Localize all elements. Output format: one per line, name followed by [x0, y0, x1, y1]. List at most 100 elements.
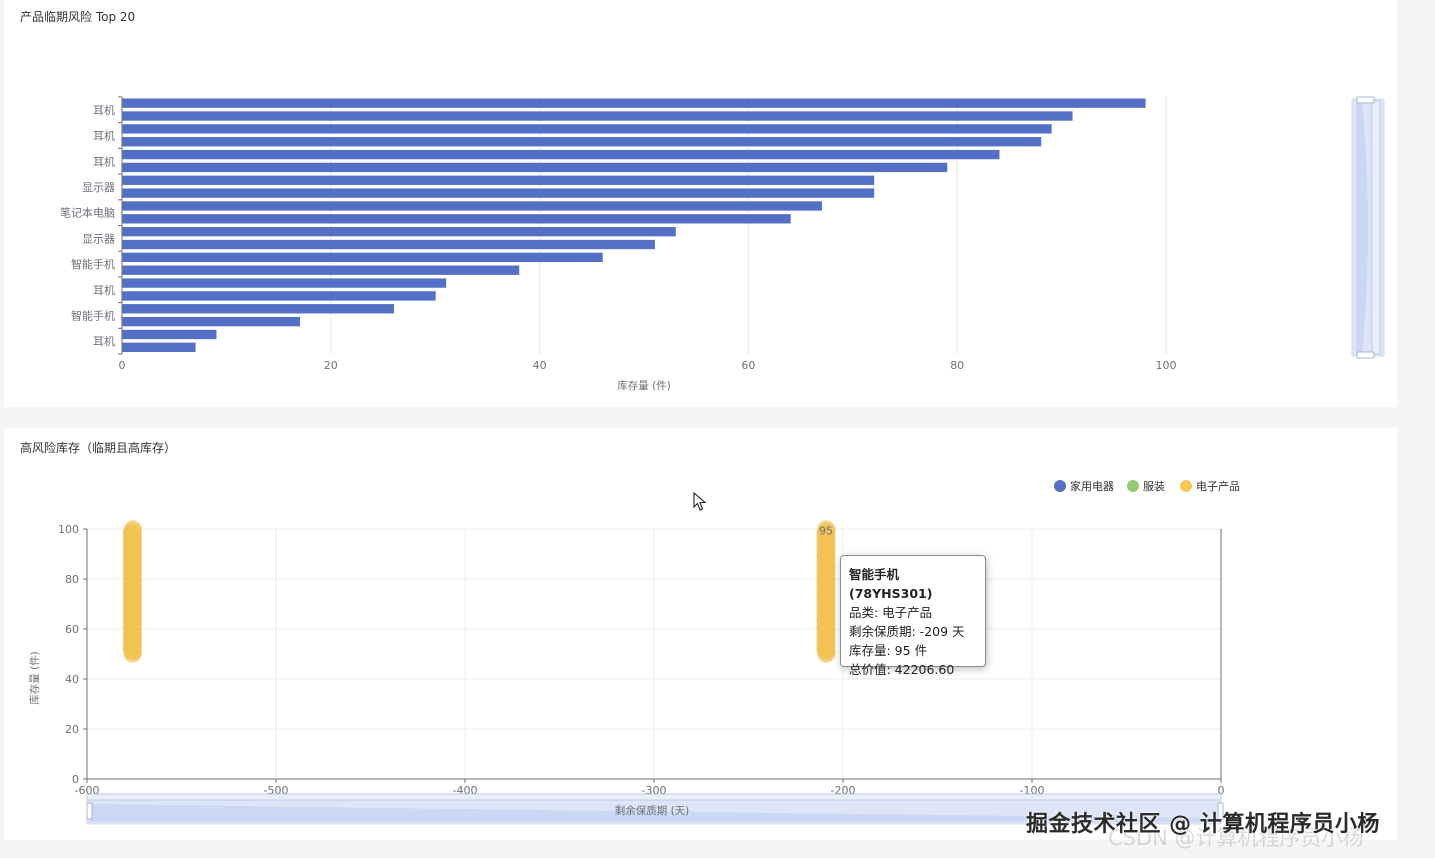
scatter-point — [816, 631, 835, 650]
y-tick-label: 耳机 — [93, 129, 115, 143]
scatter-point — [124, 643, 143, 662]
scatter-point — [123, 615, 142, 634]
scatter-point — [817, 551, 836, 570]
bar — [122, 239, 655, 250]
x-axis-title: 剩余保质期 (天) — [615, 804, 690, 817]
bar — [122, 111, 1073, 121]
scatter-point — [817, 572, 836, 591]
scatter-point — [817, 545, 836, 563]
scatter-point — [816, 525, 835, 544]
scatter-point — [817, 601, 836, 620]
scatter-point — [122, 580, 141, 599]
scatter-point — [123, 594, 142, 613]
scatter-point — [124, 593, 143, 612]
scatter-point — [816, 568, 835, 587]
scatter-point — [124, 571, 143, 590]
scatter-point — [122, 640, 141, 659]
scatter-point — [817, 579, 836, 598]
scatter-point — [123, 608, 142, 627]
scatter-point — [122, 539, 141, 558]
y-tick-label: 80 — [65, 573, 79, 586]
scatter-point — [123, 586, 142, 605]
scatter-point — [123, 525, 142, 544]
scatter-point — [817, 535, 836, 554]
scatter-point — [123, 599, 142, 618]
tooltip: 智能手机 (78YHS301) 品类: 电子产品 剩余保质期: -209 天 库… — [840, 555, 986, 677]
scatter-point — [122, 624, 141, 643]
scatter-point — [123, 627, 142, 646]
y-tick-label: 100 — [58, 523, 79, 536]
y-tick-label: 智能手机 — [71, 308, 115, 322]
datazoom-handle-left — [86, 802, 93, 820]
x-tick-label: 80 — [950, 359, 964, 372]
x-tick-label: 100 — [1156, 359, 1177, 372]
scatter-point — [124, 570, 143, 589]
scatter-point — [817, 542, 836, 561]
scatter-point — [123, 579, 142, 598]
scatter-point — [122, 552, 141, 571]
scatter-point — [124, 541, 143, 560]
scatter-point — [124, 607, 143, 626]
bar — [122, 252, 603, 263]
legend-label: 服装 — [1143, 480, 1165, 493]
bar — [122, 124, 1052, 134]
y-tick-label: 显示器 — [82, 181, 115, 194]
datazoom-handle-bottom — [1356, 351, 1375, 359]
y-tick-label: 耳机 — [93, 103, 115, 117]
scatter-point — [816, 526, 835, 545]
datazoom-handle-top — [1356, 96, 1375, 104]
scatter-point — [817, 622, 836, 641]
scatter-point — [123, 606, 142, 625]
watermark-secondary: CSDN @计算机程序员小杨 — [1108, 826, 1364, 850]
bar — [122, 227, 676, 237]
scatter-point — [816, 546, 835, 565]
scatter-point — [122, 531, 141, 550]
scatter-point — [124, 592, 143, 611]
scatter-point — [123, 536, 142, 555]
scatter-point — [122, 617, 141, 636]
bar — [122, 278, 447, 288]
scatter-point — [817, 573, 836, 592]
scatter-point — [123, 562, 142, 581]
scatter-point — [817, 599, 836, 618]
tooltip-line: 剩余保质期: -209 天 — [849, 624, 965, 639]
scatter-point — [123, 554, 142, 573]
scatter-point — [123, 623, 142, 642]
y-tick-label: 耳机 — [93, 154, 115, 168]
scatter-point — [817, 634, 836, 653]
scatter-point — [817, 541, 836, 560]
y-tick-label: 耳机 — [93, 334, 115, 348]
scatter-point — [816, 590, 835, 609]
scatter-point — [122, 595, 141, 614]
scatter-point — [124, 620, 143, 639]
scatter-point — [122, 618, 141, 637]
scatter-point — [123, 601, 142, 620]
scatter-point — [816, 539, 835, 558]
y-tick-label: 耳机 — [93, 283, 115, 297]
chart-title: 高风险库存（临期且高库存） — [20, 441, 177, 455]
scatter-point — [123, 638, 142, 657]
tooltip-line: 品类: 电子产品 — [849, 605, 933, 620]
scatter-point — [816, 566, 835, 585]
scatter-point — [817, 623, 836, 642]
scatter-point — [817, 593, 836, 612]
scatter-point — [816, 617, 835, 636]
tooltip-line: 总价值: 42206.60 — [849, 662, 955, 677]
datazoom-preview — [1356, 101, 1368, 354]
scatter-point — [816, 609, 835, 628]
scatter-point — [817, 571, 836, 590]
scatter-point — [817, 600, 836, 619]
scatter-point — [816, 559, 835, 578]
scatter-point — [124, 549, 143, 568]
tooltip-title: 智能手机 (78YHS301) — [849, 567, 933, 601]
bar — [122, 162, 948, 173]
scatter-point — [122, 553, 141, 572]
y-tick-label: 60 — [65, 623, 79, 636]
datazoom-preview — [91, 804, 1218, 822]
scatter-point — [816, 610, 835, 629]
scatter-point — [123, 533, 142, 552]
scatter-point — [123, 548, 142, 567]
scatter-point — [816, 626, 835, 645]
scatter-point — [817, 558, 836, 577]
